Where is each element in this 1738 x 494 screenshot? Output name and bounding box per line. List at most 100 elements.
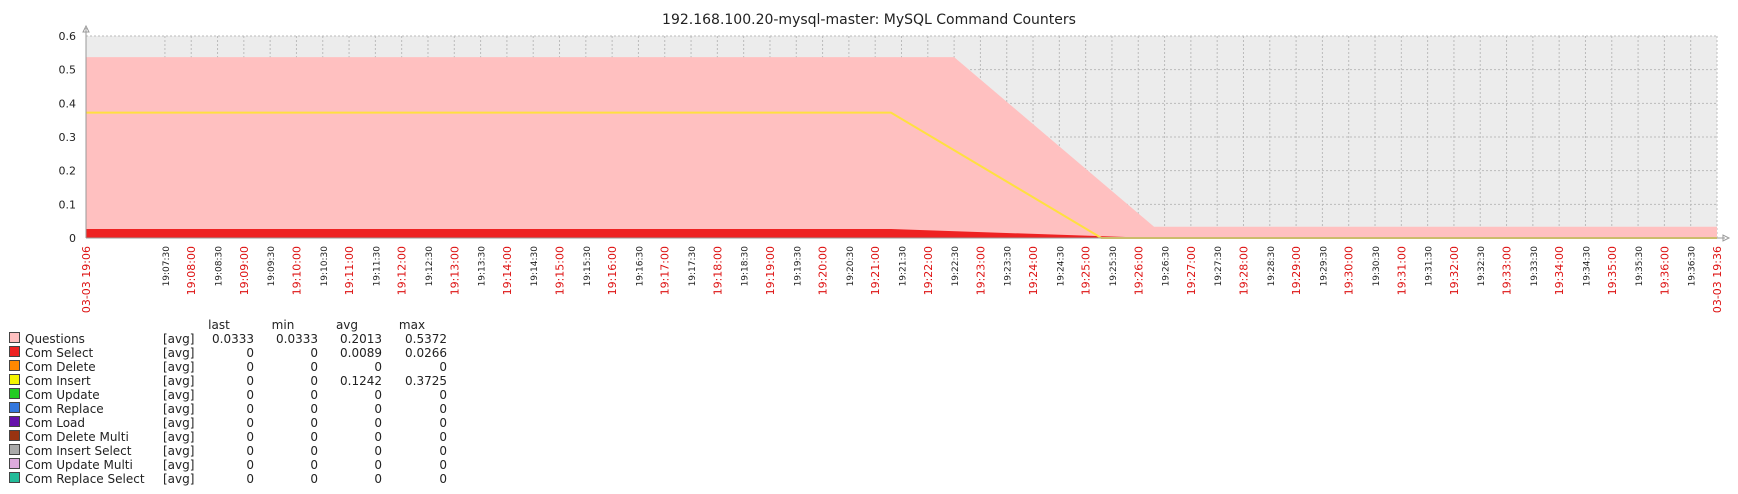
x-tick-label: 03-03 19:06 bbox=[80, 246, 93, 313]
legend-item-name: Com Select bbox=[25, 346, 94, 360]
x-tick-label: 19:19:00 bbox=[764, 246, 777, 295]
legend-item-name: Com Delete Multi bbox=[25, 430, 129, 444]
x-tick-label: 19:29:30 bbox=[1319, 246, 1329, 287]
legend-value-avg: 0 bbox=[374, 444, 382, 458]
command-counters-chart: 192.168.100.20-mysql-master: MySQL Comma… bbox=[59, 12, 1731, 313]
x-tick-label: 19:25:00 bbox=[1080, 246, 1093, 295]
x-tick-label: 19:28:30 bbox=[1267, 246, 1277, 287]
axes bbox=[82, 24, 1731, 242]
legend-value-last: 0 bbox=[246, 402, 254, 416]
x-tick-label: 19:27:00 bbox=[1185, 246, 1198, 295]
x-tick-label: 19:18:30 bbox=[741, 246, 751, 287]
x-tick-label: 19:08:00 bbox=[185, 246, 198, 295]
x-tick-label: 19:36:30 bbox=[1688, 246, 1698, 287]
legend-header-max: max bbox=[398, 318, 426, 332]
x-tick-label: 19:12:30 bbox=[425, 246, 435, 287]
legend-value-min: 0 bbox=[310, 416, 318, 430]
legend-value-min: 0 bbox=[310, 346, 318, 360]
x-tick-label: 19:21:00 bbox=[869, 246, 882, 295]
legend-item-function: [avg] bbox=[163, 332, 195, 346]
y-tick-label: 0 bbox=[69, 232, 76, 245]
legend-value-min: 0 bbox=[310, 472, 318, 486]
x-tick-label: 19:08:30 bbox=[215, 246, 225, 287]
legend-item-function: [avg] bbox=[163, 360, 195, 374]
x-axis-tick-labels: 03-03 19:06 19:07:30 19:08:00 19:08:30 19:09… bbox=[80, 246, 1724, 313]
series-com-select-area bbox=[86, 229, 1717, 238]
x-tick-label: 19:07:30 bbox=[162, 246, 172, 287]
legend-item-name: Com Update Multi bbox=[25, 458, 133, 472]
x-tick-label: 19:34:30 bbox=[1582, 246, 1592, 287]
x-tick-label: 19:21:30 bbox=[899, 246, 909, 287]
x-tick-label: 19:22:00 bbox=[922, 246, 935, 295]
y-tick-label: 0.4 bbox=[59, 97, 77, 110]
legend-value-max: 0.0266 bbox=[405, 346, 447, 360]
legend-value-min: 0 bbox=[310, 374, 318, 388]
x-tick-label: 19:33:30 bbox=[1530, 246, 1540, 287]
x-tick-label: 19:30:00 bbox=[1343, 246, 1356, 295]
legend-value-max: 0 bbox=[439, 388, 447, 402]
y-tick-label: 0.2 bbox=[59, 165, 77, 178]
x-tick-label: 19:26:30 bbox=[1162, 246, 1172, 287]
y-tick-label: 0.1 bbox=[59, 198, 77, 211]
legend-value-avg: 0 bbox=[374, 472, 382, 486]
x-tick-label: 19:17:00 bbox=[659, 246, 672, 295]
legend-value-min: 0 bbox=[310, 458, 318, 472]
x-tick-label: 19:09:00 bbox=[238, 246, 251, 295]
x-tick-label: 19:13:00 bbox=[448, 246, 461, 295]
x-tick-label: 19:13:30 bbox=[478, 246, 488, 287]
x-tick-label: 19:16:30 bbox=[635, 246, 645, 287]
legend-header-last: last bbox=[208, 318, 230, 332]
legend-item-function: [avg] bbox=[163, 402, 195, 416]
legend-color-swatch bbox=[9, 374, 20, 385]
legend-value-last: 0 bbox=[246, 346, 254, 360]
legend-value-last: 0.0333 bbox=[212, 332, 254, 346]
legend-value-max: 0 bbox=[439, 444, 447, 458]
legend-value-min: 0 bbox=[310, 430, 318, 444]
legend-color-swatch bbox=[9, 458, 20, 469]
y-tick-label: 0.5 bbox=[59, 64, 77, 77]
legend-value-min: 0.0333 bbox=[276, 332, 318, 346]
x-tick-label: 19:29:00 bbox=[1290, 246, 1303, 295]
legend-header-min: min bbox=[271, 318, 295, 332]
x-tick-label: 19:34:00 bbox=[1553, 246, 1566, 295]
legend-value-max: 0.3725 bbox=[405, 374, 447, 388]
legend-item-name: Com Delete bbox=[25, 360, 96, 374]
x-tick-label: 03-03 19:36 bbox=[1711, 246, 1724, 313]
x-tick-label: 19:26:00 bbox=[1132, 246, 1145, 295]
x-tick-label: 19:18:00 bbox=[711, 246, 724, 295]
legend-value-min: 0 bbox=[310, 360, 318, 374]
x-tick-label: 19:30:30 bbox=[1372, 246, 1382, 287]
x-tick-label: 19:23:30 bbox=[1004, 246, 1014, 287]
legend-item-function: [avg] bbox=[163, 444, 195, 458]
legend-item-name: Com Replace Select bbox=[25, 472, 145, 486]
legend-value-avg: 0 bbox=[374, 388, 382, 402]
x-tick-label: 19:31:00 bbox=[1395, 246, 1408, 295]
legend-value-last: 0 bbox=[246, 374, 254, 388]
legend-value-avg: 0.1242 bbox=[340, 374, 382, 388]
x-tick-label: 19:22:30 bbox=[951, 246, 961, 287]
legend-item-function: [avg] bbox=[163, 374, 195, 388]
legend-value-last: 0 bbox=[246, 472, 254, 486]
legend-value-max: 0 bbox=[439, 430, 447, 444]
legend-item-name: Questions bbox=[25, 332, 85, 346]
x-tick-label: 19:31:30 bbox=[1425, 246, 1435, 287]
legend-color-swatch bbox=[9, 472, 20, 483]
legend-color-swatch bbox=[9, 360, 20, 371]
x-tick-label: 19:17:30 bbox=[688, 246, 698, 287]
legend-value-min: 0 bbox=[310, 388, 318, 402]
legend-value-avg: 0.0089 bbox=[340, 346, 382, 360]
legend-value-last: 0 bbox=[246, 360, 254, 374]
legend-color-swatch bbox=[9, 430, 20, 441]
legend-color-swatch bbox=[9, 388, 20, 399]
legend-value-max: 0 bbox=[439, 402, 447, 416]
x-tick-label: 19:32:00 bbox=[1448, 246, 1461, 295]
legend-item-function: [avg] bbox=[163, 346, 195, 360]
x-tick-label: 19:19:30 bbox=[793, 246, 803, 287]
x-tick-label: 19:20:00 bbox=[817, 246, 830, 295]
x-tick-label: 19:20:30 bbox=[846, 246, 856, 287]
legend-item-function: [avg] bbox=[163, 458, 195, 472]
legend-color-swatch bbox=[9, 402, 20, 413]
y-tick-label: 0.3 bbox=[59, 131, 77, 144]
x-tick-label: 19:35:30 bbox=[1635, 246, 1645, 287]
legend-value-last: 0 bbox=[246, 444, 254, 458]
